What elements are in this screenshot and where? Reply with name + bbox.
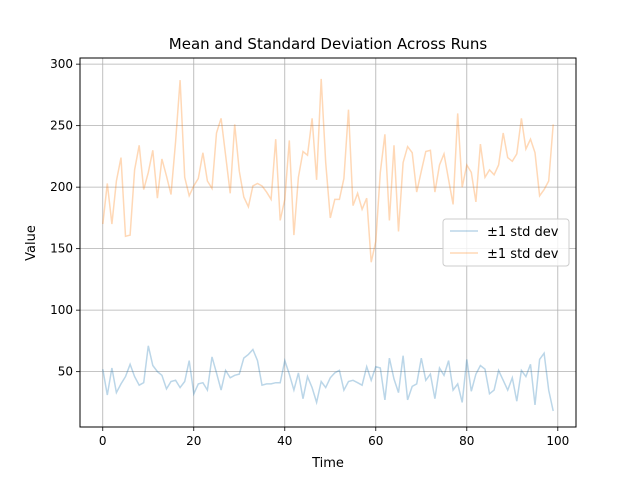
y-tick-label: 300 [50,57,73,71]
y-tick-label: 150 [50,242,73,256]
legend-box [442,218,570,267]
legend-label-1: ±1 std dev [487,247,559,262]
legend: ±1 std dev ±1 std dev [442,218,570,267]
series-layer [102,78,554,412]
y-axis-label: Value [24,225,39,261]
x-tick-label: 60 [368,434,383,448]
axis-ticks: 0 20 40 60 80 100 50 100 150 200 250 300 [50,57,569,448]
plot-frame [79,57,577,428]
series-line-0 [102,345,554,412]
legend-label-0: ±1 std dev [487,225,559,240]
y-tick-label: 250 [50,119,73,133]
x-tick-label: 0 [99,434,107,448]
y-tick-label: 50 [58,365,73,379]
y-tick-label: 200 [50,180,73,194]
x-tick-label: 100 [546,434,569,448]
x-tick-label: 20 [186,434,201,448]
x-tick-label: 40 [277,434,292,448]
series-line-1 [102,78,554,263]
x-axis-label: Time [311,456,344,471]
x-tick-label: 80 [459,434,474,448]
chart-title: Mean and Standard Deviation Across Runs [169,35,488,53]
y-tick-label: 100 [50,303,73,317]
